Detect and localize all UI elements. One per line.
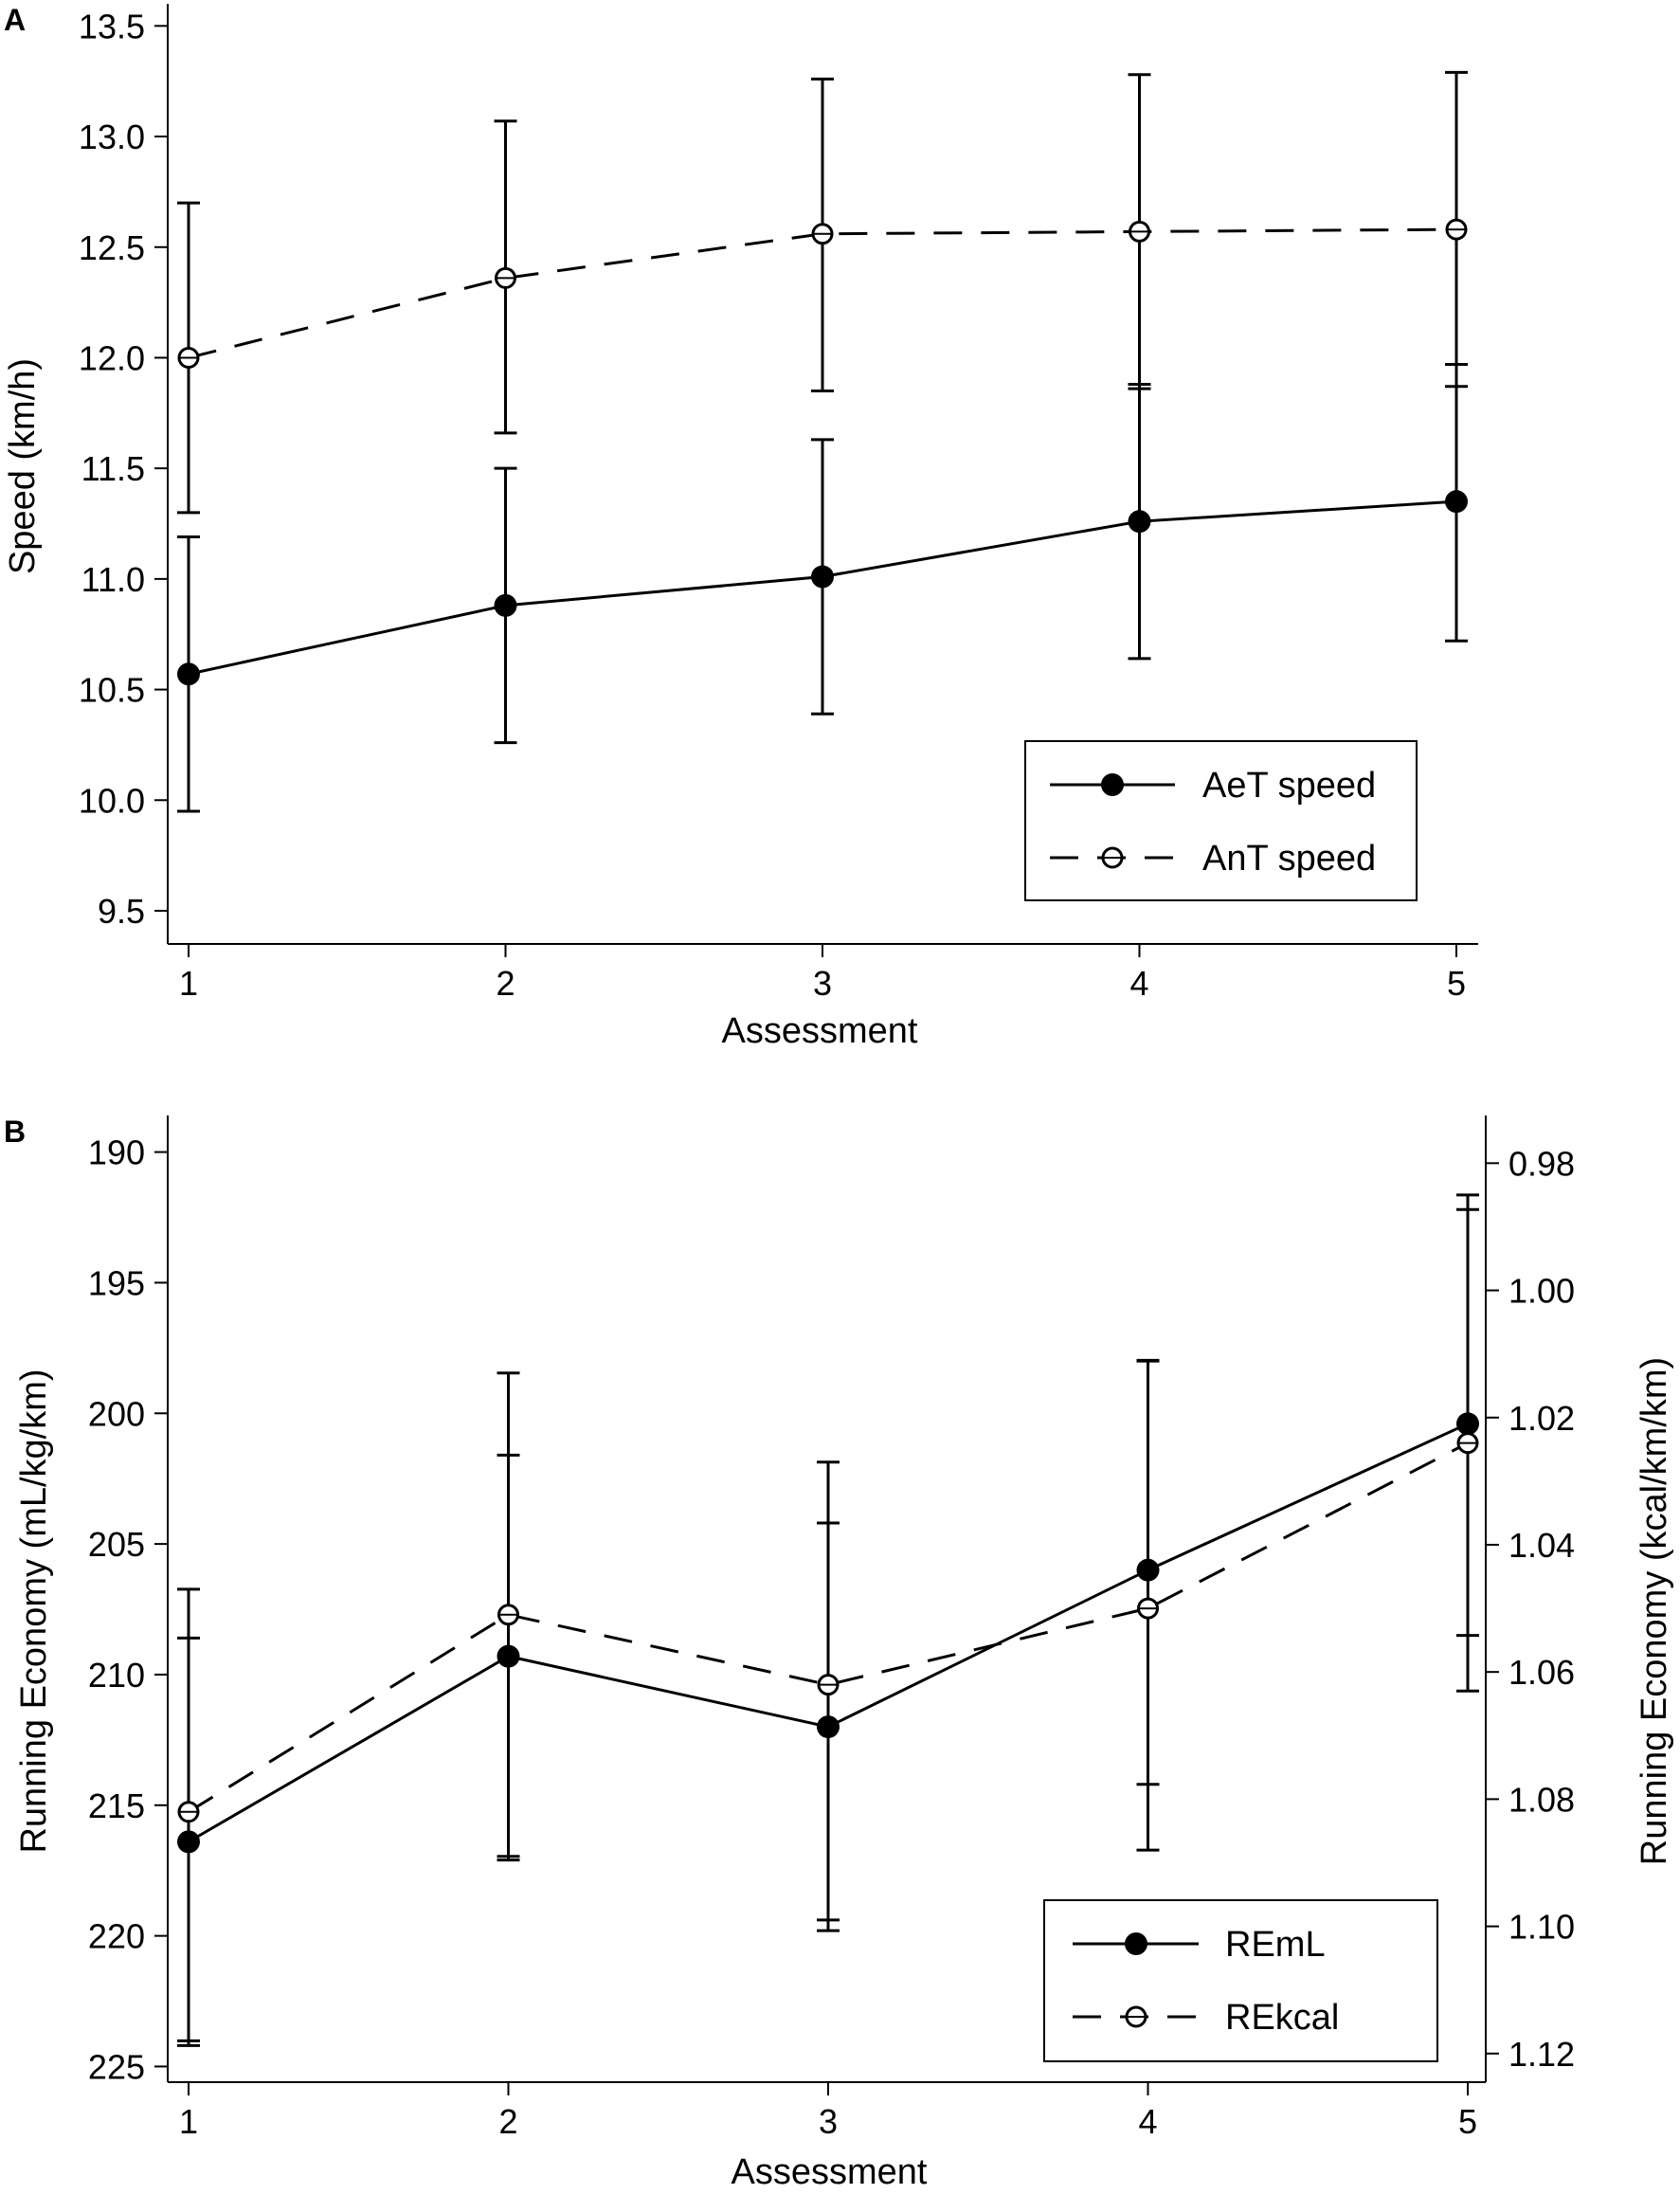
panel-b-y-label-right: Running Economy (kcal/km/km) [1635, 1357, 1674, 1865]
panel-b-y-right-tick-label: 1.10 [1508, 1908, 1575, 1947]
series-line-rekcal [188, 1442, 1469, 1814]
series-ant-speed [177, 70, 1468, 515]
panel-b-y-right-tick-label: 1.02 [1508, 1399, 1575, 1438]
panel-b-x-ticks: 1 2 3 4 5 [179, 2082, 1477, 2141]
panel-a-x-tick-label: 3 [813, 964, 832, 1003]
legend-label-reml: REmL [1225, 1925, 1326, 1965]
panel-b-y-tick-label: 190 [88, 1133, 145, 1172]
panel-b-x-tick-label: 4 [1138, 2102, 1157, 2141]
panel-a-y-tick-label: 12.5 [79, 228, 145, 267]
panel-a-y-tick-label: 13.5 [79, 7, 145, 45]
panel-b-y-tick-label: 220 [88, 1917, 145, 1956]
panel-b-y-tick-label: 210 [88, 1656, 145, 1695]
panel-b-x-tick-label: 3 [819, 2102, 838, 2141]
panel-a-legend-box [1024, 740, 1418, 901]
panel-a-x-tick-label: 1 [179, 964, 198, 1003]
panel-b-y-ticks-right: 0.98 1.00 1.02 1.04 1.06 1.08 1.10 1.12 [1486, 1144, 1575, 2074]
panel-a-x-label: Assessment [722, 1011, 918, 1051]
series-aet-speed [177, 362, 1468, 813]
data-point-aet-speed [811, 565, 834, 589]
panel-a-y-label: Speed (km/h) [3, 358, 43, 574]
panel-a-y-tick-label: 11.0 [81, 560, 145, 599]
panel-b-x-label: Assessment [732, 2152, 928, 2192]
panel-b-y-tick-label: 195 [88, 1263, 145, 1302]
panel-b-y-tick-label: 215 [88, 1786, 145, 1825]
data-point-aet-speed [1128, 510, 1151, 534]
panel-b-y-tick-label: 225 [88, 2047, 145, 2086]
panel-b-y-ticks-left: 190 195 200 205 210 215 220 225 [88, 1133, 168, 2086]
panel-b-letter: B [4, 1115, 26, 1149]
data-point-aet-speed [494, 593, 517, 617]
panel-a: A Assessment Speed (km/h) 9.5 10.0 10.5 11.… [3, 3, 1478, 1051]
data-point-aet-speed [1445, 490, 1468, 514]
panel-a-x-ticks: 1 2 3 4 5 [179, 944, 1466, 1003]
panel-a-y-tick-label: 9.5 [98, 892, 145, 931]
panel-b: B Assessment Running Economy (mL/kg/km) … [4, 1115, 1674, 2192]
legend-label-aet: AeT speed [1202, 766, 1376, 806]
panel-a-y-tick-label: 10.0 [79, 781, 145, 820]
panel-b-y-right-tick-label: 1.04 [1508, 1526, 1575, 1565]
panel-b-x-tick-label: 5 [1458, 2102, 1477, 2141]
panel-a-x-tick-label: 4 [1129, 964, 1148, 1003]
legend-label-ant: AnT speed [1202, 839, 1376, 879]
panel-a-y-tick-label: 10.5 [79, 671, 145, 710]
panel-b-y-right-tick-label: 1.12 [1508, 2035, 1575, 2074]
panel-b-x-tick-label: 2 [498, 2102, 517, 2141]
panel-b-y-right-tick-label: 1.08 [1508, 1780, 1575, 1819]
panel-b-y-right-tick-label: 0.98 [1508, 1144, 1575, 1183]
panel-b-legend-box [1043, 1899, 1438, 2062]
panel-b-y-right-tick-label: 1.06 [1508, 1653, 1575, 1692]
panel-b-legend: REmL REkcal [1043, 1899, 1438, 2062]
panel-b-y-tick-label: 205 [88, 1525, 145, 1564]
panel-a-x-tick-label: 5 [1447, 964, 1466, 1003]
legend-label-rekcal: REkcal [1225, 1998, 1339, 2038]
panel-b-x-tick-label: 1 [179, 2102, 198, 2141]
panel-a-y-tick-label: 11.5 [81, 449, 145, 488]
panel-a-y-tick-label: 13.0 [79, 118, 145, 156]
legend-marker-reml [1125, 1932, 1147, 1955]
panel-a-legend: AeT speed AnT speed [1024, 740, 1418, 901]
panel-a-series [177, 70, 1468, 813]
panel-b-y-tick-label: 200 [88, 1394, 145, 1433]
panel-a-x-tick-label: 2 [496, 964, 515, 1003]
panel-a-y-tick-label: 12.0 [79, 338, 145, 377]
series-rekcal [177, 1193, 1479, 2042]
panel-a-y-ticks: 9.5 10.0 10.5 11.0 11.5 12.0 12.5 13.0 13.5 [79, 7, 168, 931]
legend-marker-aet [1101, 773, 1124, 796]
panel-b-y-right-tick-label: 1.00 [1508, 1272, 1575, 1311]
panel-b-y-label-left: Running Economy (mL/kg/km) [14, 1369, 54, 1853]
data-point-aet-speed [177, 662, 200, 686]
series-line-ant-speed [188, 227, 1457, 359]
panel-b-series [177, 1193, 1479, 2047]
panel-a-letter: A [4, 3, 26, 37]
